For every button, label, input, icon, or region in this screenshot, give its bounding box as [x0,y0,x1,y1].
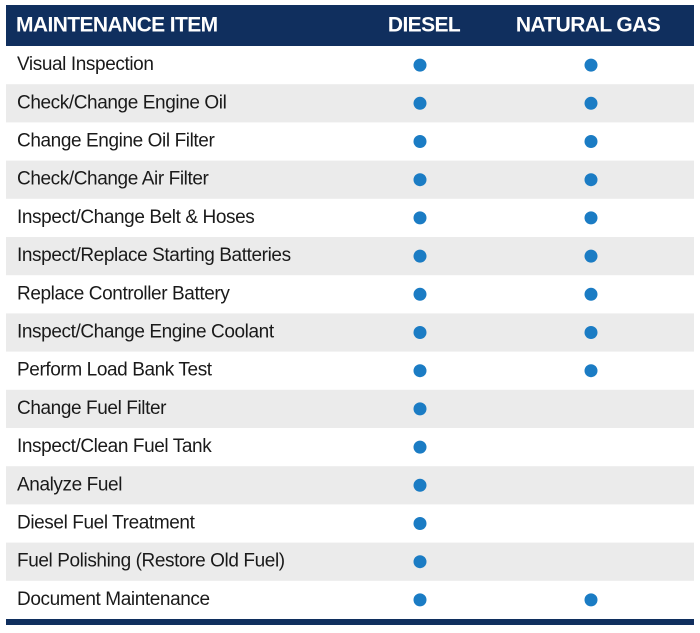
item-label: Inspect/Change Belt & Hoses [17,207,254,228]
row-shade [6,84,694,123]
item-label: Diesel Fuel Treatment [17,513,196,534]
bottom-bar [6,619,694,625]
dot-natural-gas [584,326,598,339]
row-shade [6,160,694,199]
item-label: Inspect/Replace Starting Batteries [17,245,291,266]
dot-natural-gas [584,173,598,187]
item-label: Inspect/Clean Fuel Tank [17,436,212,457]
dot-diesel [413,440,427,454]
dot-diesel [413,249,427,263]
dot-natural-gas [584,211,598,225]
item-label: Perform Load Bank Test [17,360,213,381]
dot-natural-gas [584,249,598,263]
item-label: Check/Change Engine Oil [17,92,226,113]
dot-natural-gas [584,593,598,607]
row-shade [6,313,694,352]
dot-diesel [413,287,427,301]
row-shade [6,237,694,276]
dot-natural-gas [584,364,598,378]
dot-diesel [413,326,427,339]
dot-diesel [413,135,427,148]
header-item: MAINTENANCE ITEM [16,14,218,37]
dot-diesel [413,58,427,72]
dot-natural-gas [584,135,598,148]
item-label: Document Maintenance [17,589,210,610]
dot-diesel [413,173,427,187]
item-label: Fuel Polishing (Restore Old Fuel) [17,551,285,572]
dot-natural-gas [584,58,598,72]
header-bar [6,5,694,46]
dot-diesel [413,402,427,416]
item-label: Change Engine Oil Filter [17,131,215,152]
dot-diesel [413,593,427,607]
dot-natural-gas [584,96,598,110]
dot-diesel [413,364,427,378]
dot-diesel [413,478,427,492]
dot-natural-gas [584,287,598,301]
row-shade [6,542,694,581]
dot-diesel [413,517,427,530]
row-shade [6,389,694,428]
header-natural-gas: NATURAL GAS [516,14,661,37]
row-shade [6,466,694,505]
header-diesel: DIESEL [388,14,461,37]
dot-diesel [413,555,427,569]
item-label: Replace Controller Battery [17,283,230,304]
item-label: Analyze Fuel [17,474,122,495]
item-label: Inspect/Change Engine Coolant [17,322,275,343]
item-label: Check/Change Air Filter [17,169,210,190]
dot-diesel [413,96,427,110]
item-label: Change Fuel Filter [17,398,167,419]
dot-diesel [413,211,427,225]
item-label: Visual Inspection [17,54,154,75]
